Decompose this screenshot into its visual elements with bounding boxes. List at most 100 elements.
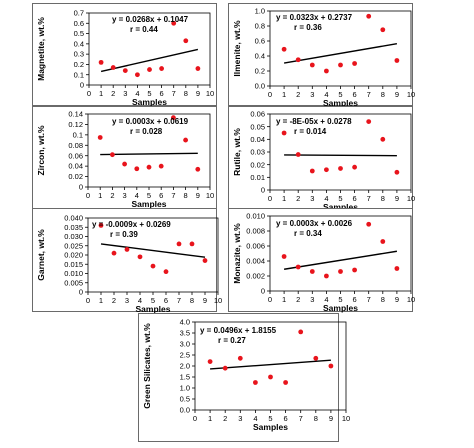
- x-tick-label: 8: [314, 414, 318, 423]
- data-point: [195, 66, 201, 71]
- data-point: [352, 164, 357, 170]
- x-tick-label: 0: [86, 296, 90, 305]
- x-tick-label: 9: [196, 89, 200, 98]
- y-tick-label: 0.030: [64, 232, 83, 241]
- y-tick-label: 0.006: [246, 242, 265, 251]
- x-tick-label: 3: [238, 414, 242, 423]
- data-point: [366, 119, 372, 124]
- regression-equation: y = -0.0009x + 0.0269: [92, 220, 171, 229]
- x-tick-label: 5: [338, 90, 342, 99]
- data-point: [253, 380, 258, 385]
- trend-line: [100, 243, 206, 258]
- data-point: [328, 363, 334, 369]
- data-point: [134, 166, 140, 172]
- y-tick-label: 0.02: [250, 160, 265, 169]
- data-point: [295, 264, 301, 270]
- data-point: [124, 247, 130, 252]
- x-tick-label: 2: [110, 191, 114, 200]
- x-tick-label: 4: [135, 89, 139, 98]
- data-point: [195, 166, 201, 172]
- x-axis-label: Samples: [136, 304, 171, 314]
- x-tick-label: 7: [299, 414, 303, 423]
- panel-2: 0.0 0.2 0.4 0.6 0.8 1.0 0 1 2 3 4 5 6 7 8 9 10 Samples Ilm…: [228, 3, 415, 108]
- data-point: [281, 46, 287, 52]
- data-point: [366, 221, 372, 227]
- y-tick-label: 0.025: [64, 241, 83, 250]
- y-tick-label: 0.8: [255, 22, 265, 31]
- y-tick-label: 0.4: [255, 52, 265, 61]
- data-point: [222, 365, 228, 371]
- y-tick-label: 1.5: [180, 373, 190, 382]
- regression-equation: y = 0.0003x + 0.0026: [276, 219, 353, 228]
- x-tick-label: 8: [381, 194, 385, 203]
- x-tick-label: 8: [184, 89, 188, 98]
- data-point: [268, 374, 273, 380]
- data-point: [380, 239, 386, 244]
- regression-equation: y = -8E-05x + 0.0278: [276, 117, 352, 126]
- regression-equation: y = 0.0268x + 0.1047: [112, 15, 189, 24]
- correlation-label: r = 0.34: [294, 229, 322, 238]
- x-tick-label: 9: [395, 90, 399, 99]
- y-tick-label: 0.3: [74, 50, 84, 59]
- x-axis-label: Samples: [323, 202, 358, 212]
- trend-line: [284, 154, 397, 157]
- x-tick-label: 10: [407, 295, 415, 304]
- x-tick-label: 10: [214, 296, 222, 305]
- x-tick-label: 4: [324, 295, 328, 304]
- data-point: [394, 169, 400, 175]
- data-point: [171, 20, 177, 26]
- data-point: [147, 67, 152, 72]
- y-tick-label: 0.6: [74, 19, 84, 28]
- x-tick-label: 0: [268, 90, 272, 99]
- y-tick-label: 4.0: [180, 318, 190, 327]
- y-axis-label: Green Silicates, wt.%: [142, 323, 152, 409]
- x-tick-label: 1: [99, 89, 103, 98]
- x-tick-label: 6: [284, 414, 288, 423]
- data-point: [171, 115, 176, 121]
- data-point: [202, 258, 208, 263]
- correlation-label: r = 0.44: [130, 25, 158, 34]
- x-tick-label: 6: [160, 89, 164, 98]
- data-point: [122, 161, 127, 167]
- x-tick-label: 5: [338, 194, 342, 203]
- data-point: [183, 38, 189, 44]
- x-tick-label: 3: [310, 194, 314, 203]
- y-tick-label: 3.5: [180, 329, 190, 338]
- panel-4: 0 0.01 0.02 0.03 0.04 0.05 0.06 0 1 2 3 4 5 6 7 8 9 10 Sam…: [228, 106, 415, 212]
- y-tick-label: 0.005: [64, 278, 83, 287]
- data-point: [150, 263, 156, 269]
- x-tick-label: 6: [353, 90, 357, 99]
- x-tick-label: 1: [99, 296, 103, 305]
- y-axis-label: Magnetite, wt.%: [36, 17, 46, 81]
- x-axis-label: Samples: [253, 422, 288, 432]
- y-tick-label: 0.4: [74, 39, 84, 48]
- x-tick-label: 6: [164, 296, 168, 305]
- data-point: [111, 250, 117, 256]
- x-tick-label: 3: [125, 296, 129, 305]
- x-tick-label: 10: [206, 191, 214, 200]
- regression-equation: y = 0.0496x + 1.8155: [200, 326, 277, 335]
- x-tick-label: 8: [381, 295, 385, 304]
- x-tick-label: 2: [223, 414, 227, 423]
- x-tick-label: 0: [268, 194, 272, 203]
- data-point: [324, 167, 329, 173]
- y-axis-label: Ilmenite, wt.%: [232, 20, 242, 77]
- y-tick-label: 0.0: [180, 406, 190, 415]
- data-point: [97, 135, 103, 140]
- x-tick-label: 6: [353, 295, 357, 304]
- y-tick-label: 0.01: [250, 173, 265, 182]
- y-axis-label: Rutile, wt.%: [232, 128, 242, 176]
- data-point: [158, 163, 164, 169]
- x-tick-label: 0: [268, 295, 272, 304]
- y-tick-label: 2.5: [180, 351, 190, 360]
- y-tick-label: 0.2: [255, 67, 265, 76]
- x-tick-label: 6: [159, 191, 163, 200]
- y-tick-label: 0: [79, 288, 83, 297]
- trend-line: [283, 250, 398, 270]
- y-tick-label: 0.08: [68, 141, 83, 150]
- x-tick-label: 8: [184, 191, 188, 200]
- data-point: [324, 68, 329, 74]
- y-axis-label: Monazite, wt.%: [232, 223, 242, 284]
- data-point: [338, 269, 343, 274]
- data-point: [135, 72, 140, 78]
